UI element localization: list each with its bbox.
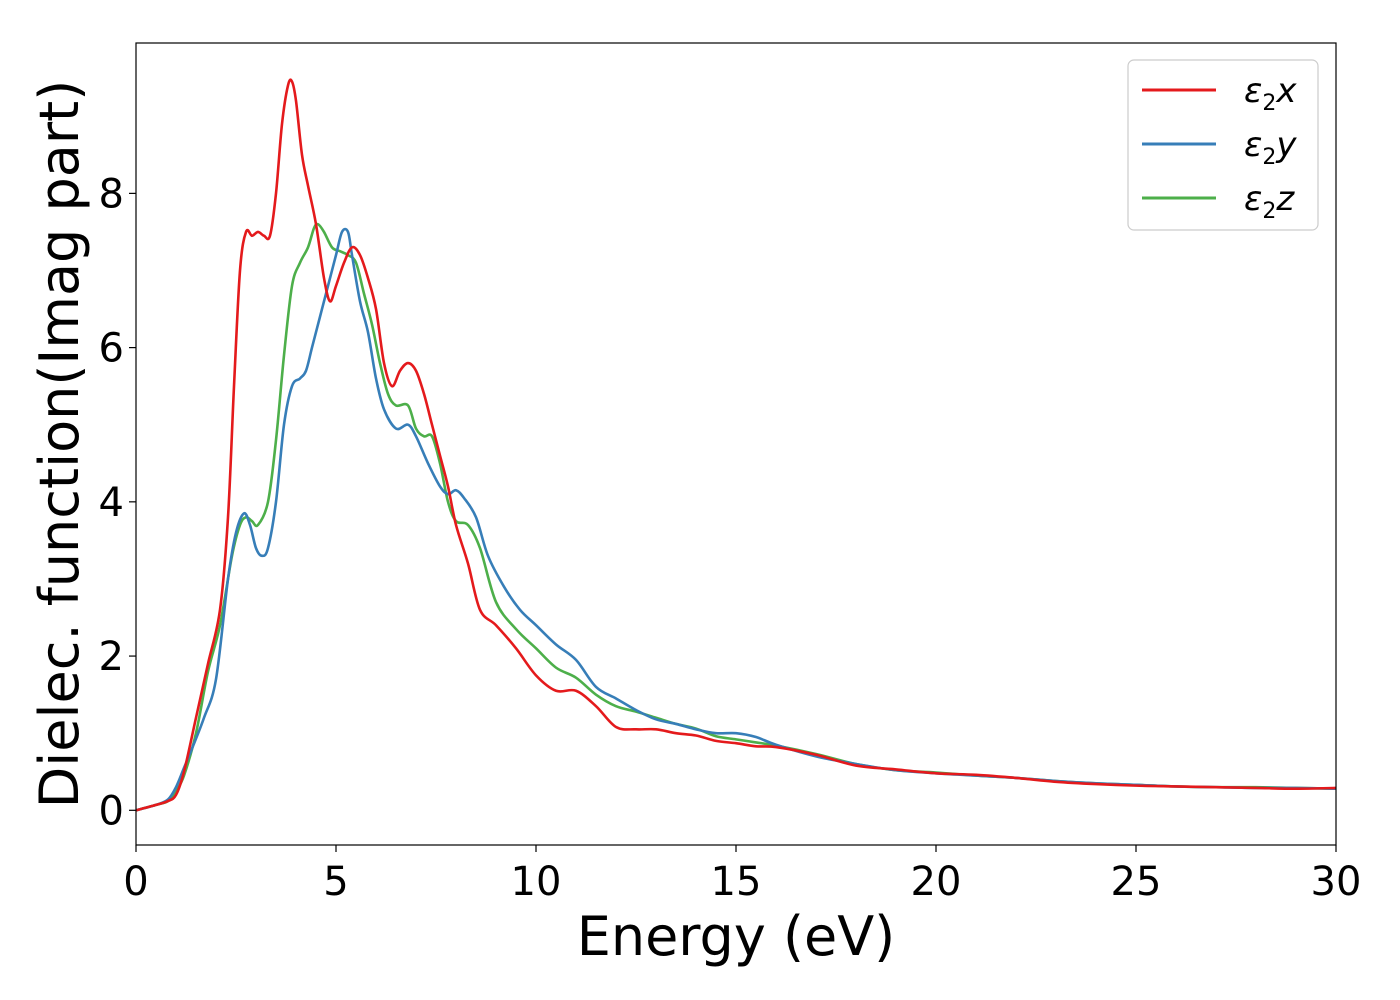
x-tick-label: 20 — [911, 859, 962, 905]
y-tick-label: 2 — [99, 634, 124, 680]
legend-box — [1127, 59, 1319, 231]
legend-label-x: ε2x — [1244, 71, 1297, 116]
legend: ε2x ε2y ε2z — [1127, 59, 1319, 231]
x-tick-label: 10 — [511, 859, 562, 905]
x-tick-label: 0 — [123, 859, 148, 905]
y-axis-title: Dielec. function(Imag part) — [28, 80, 91, 809]
legend-label-y: ε2y — [1244, 125, 1297, 170]
x-tick-label: 15 — [711, 859, 762, 905]
y-tick-label: 8 — [99, 171, 124, 217]
series-layer — [135, 78, 1337, 812]
x-tick-label: 30 — [1311, 859, 1362, 905]
y-axis-ticks: 0 2 4 6 8 — [99, 171, 136, 834]
series-line-x — [135, 78, 1337, 812]
y-tick-label: 6 — [99, 326, 124, 372]
legend-label-z: ε2z — [1244, 179, 1295, 224]
x-axis-ticks: 0 5 10 15 20 25 30 — [123, 845, 1361, 905]
y-tick-label: 4 — [99, 480, 124, 526]
x-axis-title: Energy (eV) — [577, 905, 896, 968]
x-tick-label: 5 — [323, 859, 348, 905]
x-tick-label: 25 — [1111, 859, 1162, 905]
y-tick-label: 0 — [99, 788, 124, 834]
